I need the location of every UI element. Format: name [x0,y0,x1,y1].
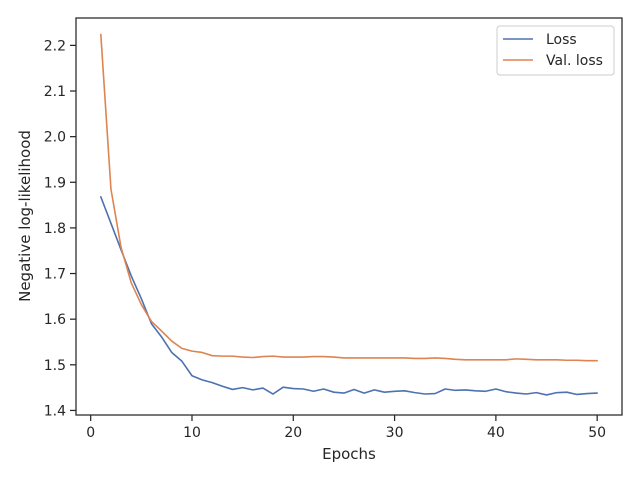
series-layer [100,33,598,396]
y-tick-label: 1.7 [44,267,66,283]
x-tick-label: 10 [183,425,201,441]
x-tick-label: 30 [386,425,404,441]
legend: Loss Val. loss [496,25,615,76]
y-tick-label: 2.1 [44,84,66,100]
x-tick-label: 40 [487,425,505,441]
legend-label-0: Loss [546,32,577,48]
y-tick-label: 1.6 [44,312,66,328]
series-line-1 [100,33,598,362]
legend-label-1: Val. loss [546,53,603,69]
y-tick-label: 1.8 [44,221,66,237]
x-axis-ticks: 0 10 20 30 40 50 [86,415,606,441]
x-tick-label: 50 [588,425,606,441]
x-tick-label: 20 [284,425,302,441]
y-tick-label: 1.5 [44,358,66,374]
y-axis-ticks: 1.4 1.5 1.6 1.7 1.8 1.9 2.0 2.1 2.2 [44,38,76,419]
y-tick-label: 2.2 [44,38,66,54]
plot-frame [75,17,623,416]
y-tick-label: 2.0 [44,130,66,146]
x-axis-label: Epochs [322,445,376,463]
x-tick-label: 0 [86,425,95,441]
y-tick-label: 1.9 [44,175,66,191]
y-tick-label: 1.4 [44,403,66,419]
series-line-0 [100,196,598,396]
y-axis-label: Negative log-likelihood [16,130,34,302]
